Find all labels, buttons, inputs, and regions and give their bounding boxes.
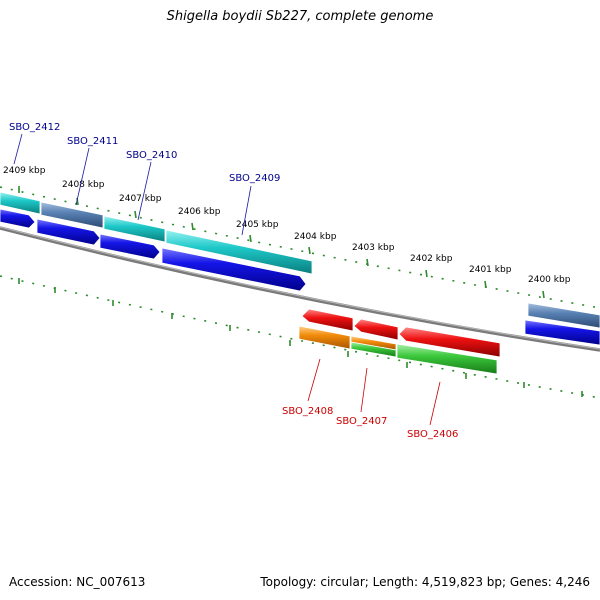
scale-label: 2402 kbp: [410, 254, 453, 264]
gene-feature-sbo-2408: [298, 325, 351, 350]
gene-label: SBO_2408: [282, 406, 333, 417]
gene-arrow-forward: [99, 233, 161, 260]
gene-feature-sbo-2409: [165, 229, 313, 275]
leader-line: [429, 381, 441, 426]
gene-label: SBO_2412: [9, 122, 60, 133]
scale-label: 2403 kbp: [352, 243, 395, 253]
accession-text: Accession: NC_007613: [9, 575, 146, 589]
lower-tick-ruler: [0, 275, 600, 399]
gene-feature-sbo-2406: [396, 343, 498, 375]
gene-feature-sbo-2411: [40, 201, 104, 229]
leader-line: [137, 161, 152, 221]
scale-label: 2405 kbp: [236, 220, 279, 230]
gene-label: SBO_2407: [336, 416, 387, 427]
gene-arrow-reverse: [398, 326, 501, 358]
leader-line: [360, 367, 368, 413]
gene-arrow-forward: [36, 218, 101, 246]
leader-line: [13, 133, 23, 165]
map-title: Shigella boydii Sb227, complete genome: [166, 9, 434, 24]
gene-feature-sbo-2407-lower: [350, 341, 397, 358]
leader-line: [75, 147, 90, 206]
gene-label: SBO_2406: [407, 429, 458, 440]
scale-label: 2404 kbp: [294, 232, 337, 242]
scale-label: 2406 kbp: [178, 207, 221, 217]
scale-label: 2408 kbp: [62, 180, 105, 190]
scale-label: 2409 kbp: [3, 166, 46, 176]
gene-label: SBO_2410: [126, 150, 177, 161]
gene-arrow-forward: [161, 247, 307, 292]
gene-label: SBO_2411: [67, 136, 118, 147]
leader-line: [307, 358, 321, 402]
genome-summary-text: Topology: circular; Length: 4,519,823 bp…: [260, 575, 590, 589]
gene-arrow-reverse: [301, 308, 354, 332]
upper-tick-ruler: [0, 186, 600, 309]
gene-arrow-forward: [0, 208, 36, 229]
scale-label: 2401 kbp: [469, 265, 512, 275]
leader-line: [241, 185, 252, 236]
scale-label: 2400 kbp: [528, 275, 571, 285]
gene-feature-sbo-2410: [103, 215, 166, 243]
gene-label: SBO_2409: [229, 173, 280, 184]
gene-feature-sbo-2399: [527, 302, 600, 329]
gene-feature-sbo-2412: [0, 191, 41, 215]
backbone-line: [0, 226, 600, 352]
gene-arrow-reverse: [353, 318, 399, 341]
backbone-highlight: [0, 226, 600, 350]
scale-label: 2407 kbp: [119, 194, 162, 204]
gene-arrow-forward: [524, 319, 600, 346]
